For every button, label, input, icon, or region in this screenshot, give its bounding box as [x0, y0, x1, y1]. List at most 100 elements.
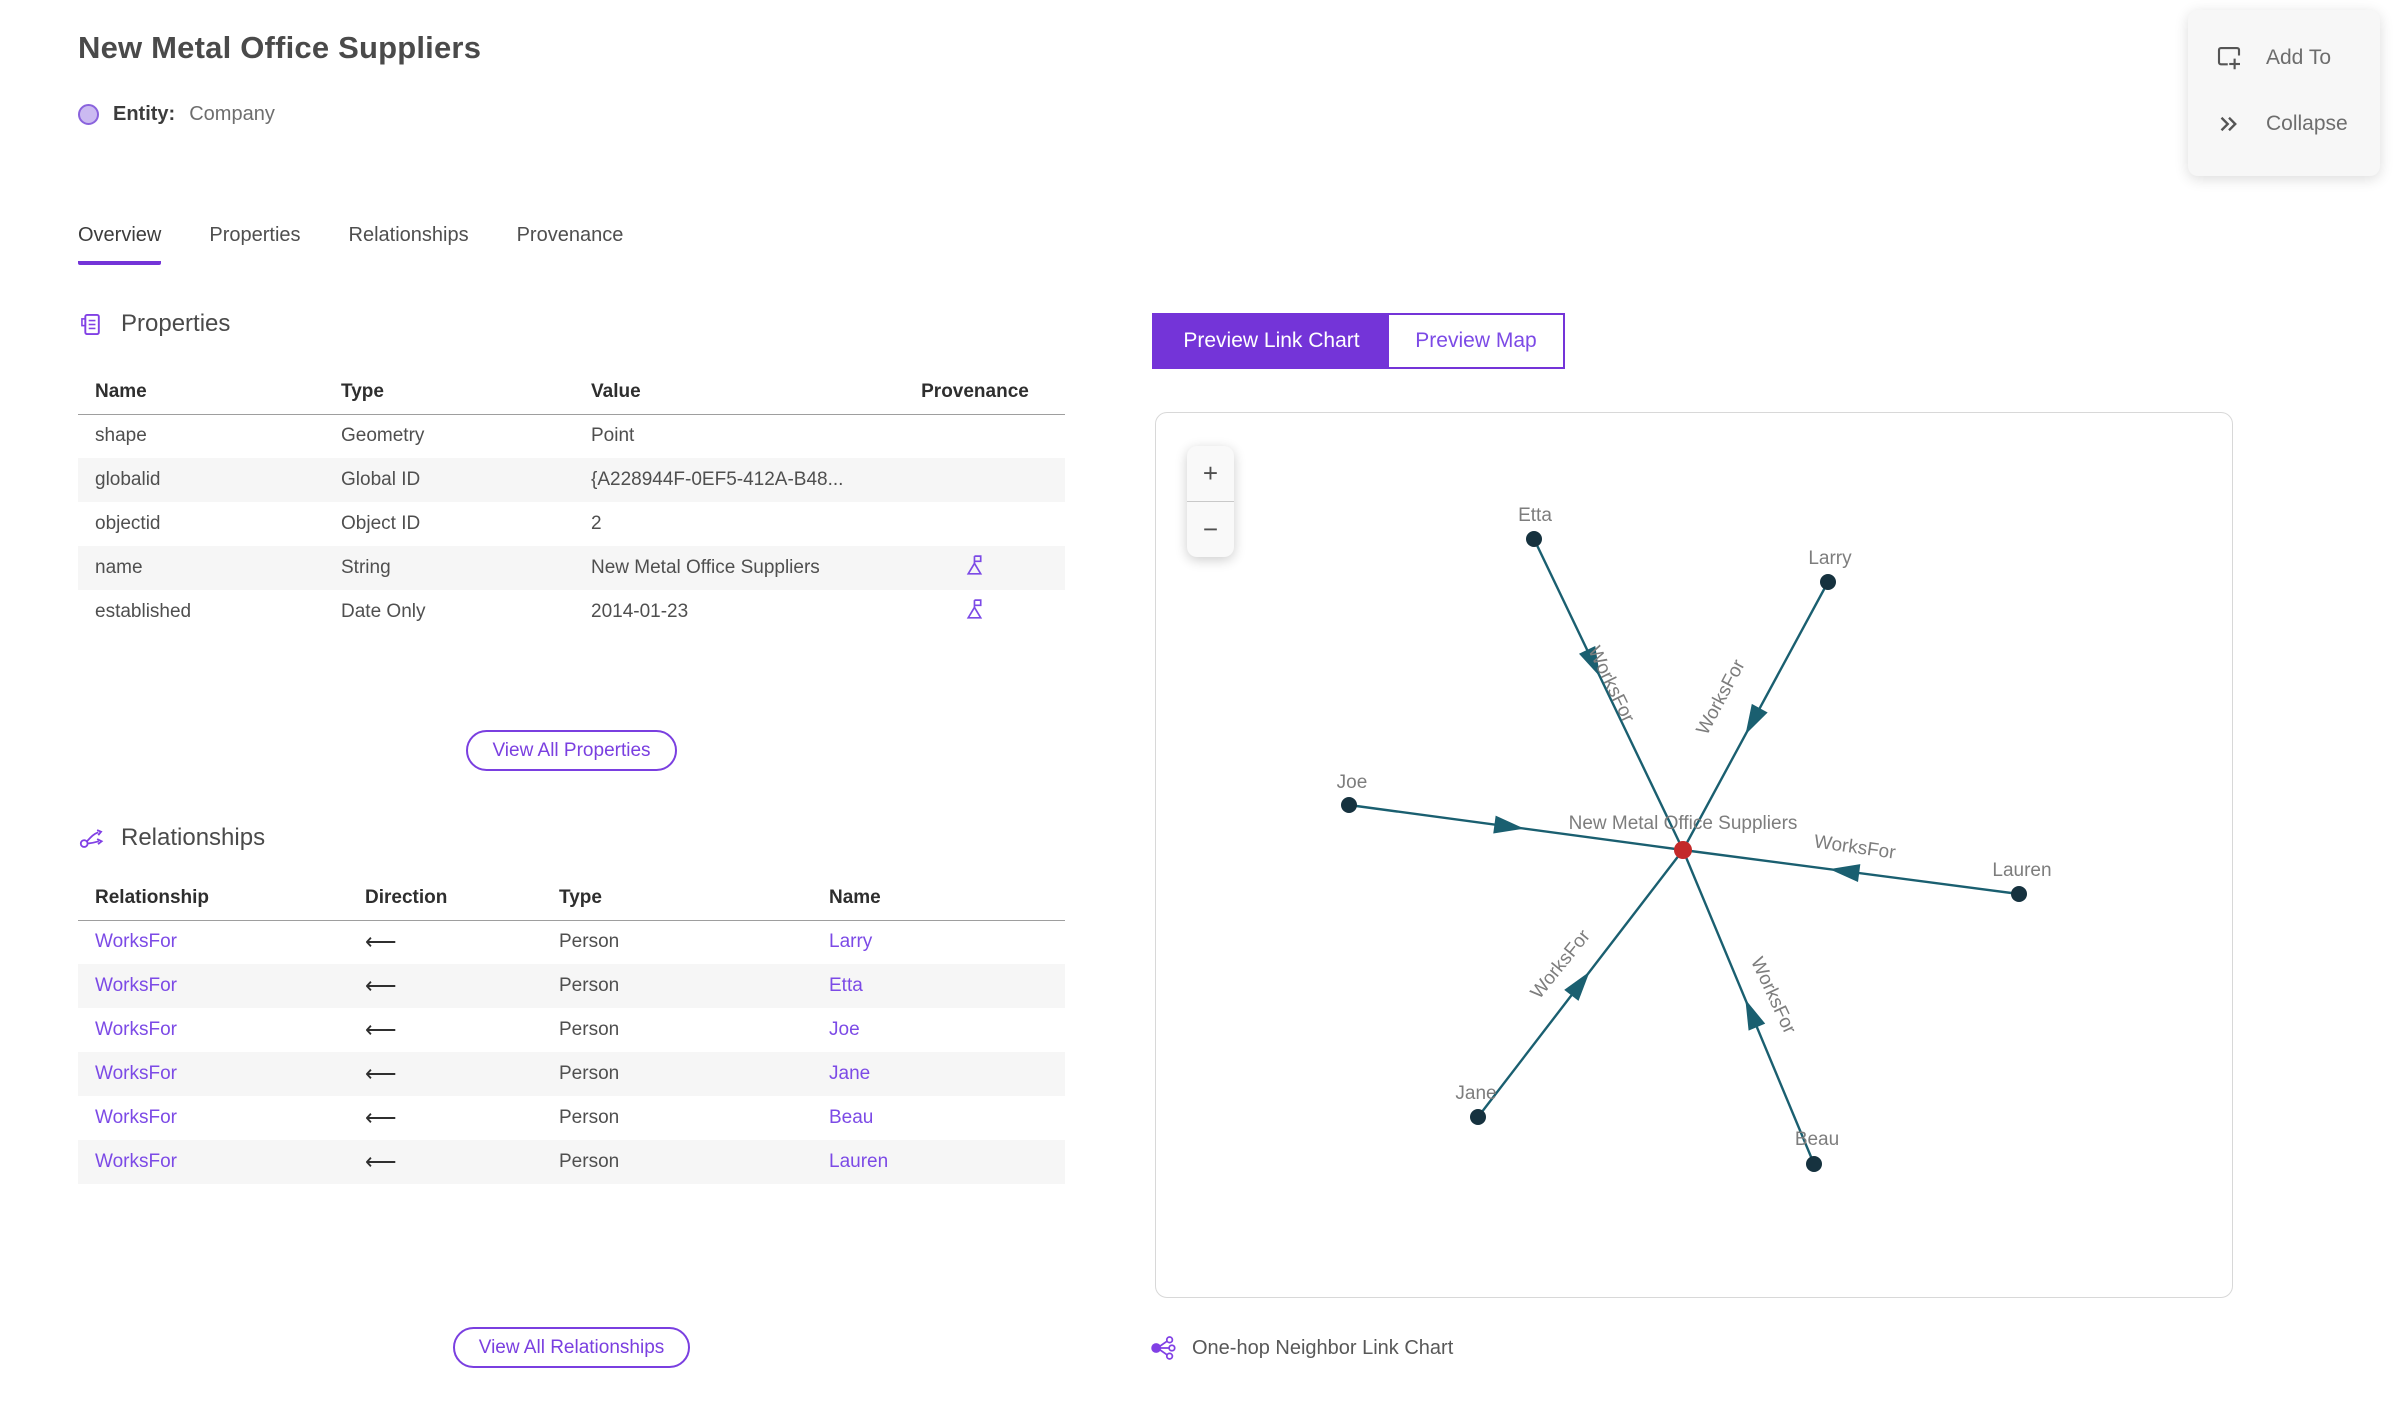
relationships-col-direction: Direction — [348, 876, 542, 921]
preview-map-button[interactable]: Preview Map — [1389, 315, 1563, 367]
relationship-type: Person — [559, 1019, 620, 1040]
collapse-label: Collapse — [2266, 112, 2348, 135]
relationships-section-title: Relationships — [121, 824, 266, 851]
properties-col-name: Name — [78, 370, 324, 415]
property-value: {A228944F-0EF5-412A-B48... — [591, 469, 844, 490]
collapse-button[interactable]: Collapse — [2214, 102, 2380, 146]
relationship-name-link[interactable]: Etta — [829, 975, 863, 996]
relationship-name-link[interactable]: Lauren — [829, 1151, 889, 1172]
property-row: name String New Metal Office Suppliers — [78, 546, 1065, 590]
relationship-name-link[interactable]: Beau — [829, 1107, 874, 1128]
property-type: String — [341, 557, 391, 578]
node-label: Lauren — [1992, 860, 2051, 881]
property-name: name — [95, 557, 143, 578]
preview-toggle: Preview Link Chart Preview Map — [1152, 313, 1565, 369]
tab-provenance[interactable]: Provenance — [516, 224, 624, 246]
relationship-type: Person — [559, 975, 620, 996]
tab-overview[interactable]: Overview — [78, 224, 162, 265]
entity-type-value: Company — [189, 103, 275, 125]
relationships-col-type: Type — [542, 876, 812, 921]
node-joe[interactable] — [1341, 797, 1357, 813]
provenance-flag-icon[interactable] — [963, 597, 988, 622]
property-name: globalid — [95, 469, 161, 490]
entity-row: Entity: Company — [78, 103, 275, 126]
property-type: Global ID — [341, 469, 421, 490]
node-label: Beau — [1795, 1129, 1839, 1150]
relationship-link[interactable]: WorksFor — [95, 1063, 177, 1084]
property-value: 2 — [591, 513, 602, 534]
property-row: established Date Only 2014-01-23 — [78, 590, 1065, 634]
relationship-type: Person — [559, 1063, 620, 1084]
preview-link-chart-button[interactable]: Preview Link Chart — [1154, 315, 1389, 367]
relationship-link[interactable]: WorksFor — [95, 1151, 177, 1172]
relationship-type: Person — [559, 1151, 620, 1172]
properties-col-type: Type — [324, 370, 574, 415]
property-provenance — [885, 414, 1065, 458]
direction-arrow-icon: ⟵ — [365, 1061, 397, 1086]
direction-arrow-icon: ⟵ — [365, 929, 397, 955]
node-larry[interactable] — [1820, 574, 1836, 590]
property-provenance — [885, 458, 1065, 502]
edge-arrowhead-icon — [1579, 645, 1601, 677]
tab-properties[interactable]: Properties — [209, 224, 301, 246]
entity-label: Entity: — [113, 103, 176, 125]
relationship-link[interactable]: WorksFor — [95, 1019, 177, 1040]
properties-col-provenance: Provenance — [885, 370, 1065, 415]
relationship-link[interactable]: WorksFor — [95, 1107, 177, 1128]
actions-card: Add To Collapse — [2188, 10, 2380, 176]
add-to-button[interactable]: Add To — [2214, 36, 2380, 80]
view-all-properties-button[interactable]: View All Properties — [466, 730, 677, 771]
entity-type-icon — [78, 104, 99, 125]
view-all-relationships-button[interactable]: View All Relationships — [452, 1327, 691, 1368]
double-chevron-right-icon — [2220, 116, 2237, 132]
tab-relationships[interactable]: Relationships — [348, 224, 469, 246]
property-name: established — [95, 601, 192, 622]
node-jane[interactable] — [1470, 1109, 1486, 1125]
provenance-flag-icon[interactable] — [963, 553, 988, 578]
edge-etta[interactable] — [1532, 538, 1685, 851]
center-node[interactable] — [1674, 841, 1692, 859]
edge-arrowhead-icon — [1745, 999, 1766, 1031]
property-provenance — [885, 590, 1065, 634]
properties-icon — [81, 313, 100, 335]
zoom-out-button[interactable]: − — [1202, 514, 1219, 544]
property-provenance — [885, 546, 1065, 590]
relationship-name-link[interactable]: Joe — [829, 1019, 860, 1040]
relationships-table: Relationship Direction Type Name WorksFo… — [78, 876, 1065, 1184]
one-hop-link-chart-icon — [1151, 1336, 1176, 1360]
relationship-row: WorksFor ⟵ Person Lauren — [78, 1140, 1065, 1184]
property-type: Object ID — [341, 513, 421, 534]
node-label: Etta — [1518, 505, 1552, 526]
edge-label: WorksFor — [1693, 656, 1750, 739]
edge-label: WorksFor — [1584, 643, 1639, 726]
properties-section-title: Properties — [121, 310, 231, 337]
property-type: Geometry — [341, 425, 425, 447]
node-label: Joe — [1337, 772, 1368, 793]
relationship-type: Person — [559, 1107, 620, 1128]
edge-arrowhead-icon — [1745, 703, 1768, 735]
relationship-row: WorksFor ⟵ Person Jane — [78, 1052, 1065, 1096]
edge-label: WorksFor — [1527, 926, 1595, 1003]
edge-arrowhead-icon — [1493, 815, 1525, 834]
property-type: Date Only — [341, 601, 426, 622]
zoom-in-button[interactable]: + — [1187, 446, 1234, 502]
relationship-link[interactable]: WorksFor — [95, 931, 177, 953]
page-title: New Metal Office Suppliers — [78, 30, 482, 65]
node-label: Jane — [1455, 1083, 1496, 1104]
node-lauren[interactable] — [2011, 886, 2027, 902]
property-row: objectid Object ID 2 — [78, 502, 1065, 546]
relationship-row: WorksFor ⟵ Person Larry — [78, 920, 1065, 964]
relationship-name-link[interactable]: Larry — [829, 931, 873, 953]
node-etta[interactable] — [1526, 531, 1542, 547]
center-node-label: New Metal Office Suppliers — [1569, 813, 1798, 834]
zoom-control: + − — [1187, 446, 1234, 557]
properties-table: Name Type Value Provenance shape Geometry… — [78, 370, 1065, 634]
property-value: 2014-01-23 — [591, 601, 689, 622]
link-chart-panel: WorksFor WorksFor WorksFor WorksFor WorksFor… — [1155, 412, 2233, 1298]
tab-bar: Overview Properties Relationships Proven… — [78, 224, 623, 265]
node-beau[interactable] — [1806, 1156, 1822, 1172]
relationship-name-link[interactable]: Jane — [829, 1063, 871, 1084]
property-value: Point — [591, 425, 635, 447]
relationship-link[interactable]: WorksFor — [95, 975, 177, 996]
